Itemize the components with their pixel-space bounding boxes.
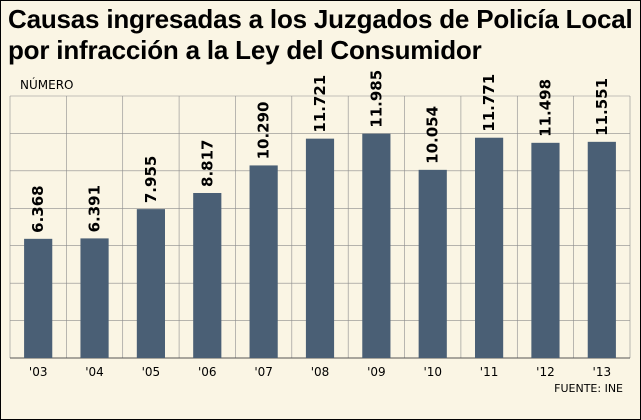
x-tick-label: '12	[536, 365, 555, 379]
x-tick-label: '13	[593, 365, 612, 379]
x-tick-label: '03	[29, 365, 48, 379]
bar-12	[531, 142, 560, 358]
bar-07	[249, 165, 278, 358]
x-tick-label: '07	[254, 365, 273, 379]
x-tick-label: '04	[85, 365, 104, 379]
data-label: 8.817	[198, 140, 216, 187]
bar-13	[587, 141, 616, 358]
data-label: 11.551	[593, 78, 611, 136]
data-labels: 6.368 6.391 7.955 8.817 10.290 11.721 11.985 10…	[29, 70, 611, 233]
source-note: FUENTE: INE	[554, 382, 623, 395]
x-tick-label: '11	[480, 365, 499, 379]
bar-06	[193, 192, 222, 358]
chart-title: Causas ingresadas a los Juzgados de Poli…	[8, 4, 633, 65]
x-tick-label: '09	[367, 365, 386, 379]
bar-11	[475, 137, 504, 358]
bar-09	[362, 133, 391, 358]
data-label: 11.721	[311, 75, 329, 133]
x-tick-label: '05	[142, 365, 161, 379]
data-label: 7.955	[142, 156, 160, 203]
x-tick-label: '10	[423, 365, 442, 379]
data-label: 10.290	[255, 102, 273, 160]
data-label: 6.391	[86, 185, 104, 232]
x-tick-labels: '03 '04 '05 '06 '07 '08 '09 '10 '11 '12 '13	[29, 365, 611, 379]
data-label: 11.985	[367, 70, 385, 128]
data-label: 11.771	[480, 74, 498, 132]
data-label: 11.498	[536, 79, 554, 137]
data-label: 6.368	[29, 185, 47, 232]
bar-05	[136, 209, 165, 358]
y-axis-label: NÚMERO	[20, 78, 74, 92]
bar-10	[418, 169, 447, 358]
x-tick-label: '08	[311, 365, 330, 379]
x-tick-label: '06	[198, 365, 217, 379]
bars	[24, 133, 616, 358]
bar-03	[24, 238, 53, 358]
data-label: 10.054	[424, 106, 442, 164]
bar-08	[305, 138, 335, 358]
bar-04	[80, 238, 109, 358]
